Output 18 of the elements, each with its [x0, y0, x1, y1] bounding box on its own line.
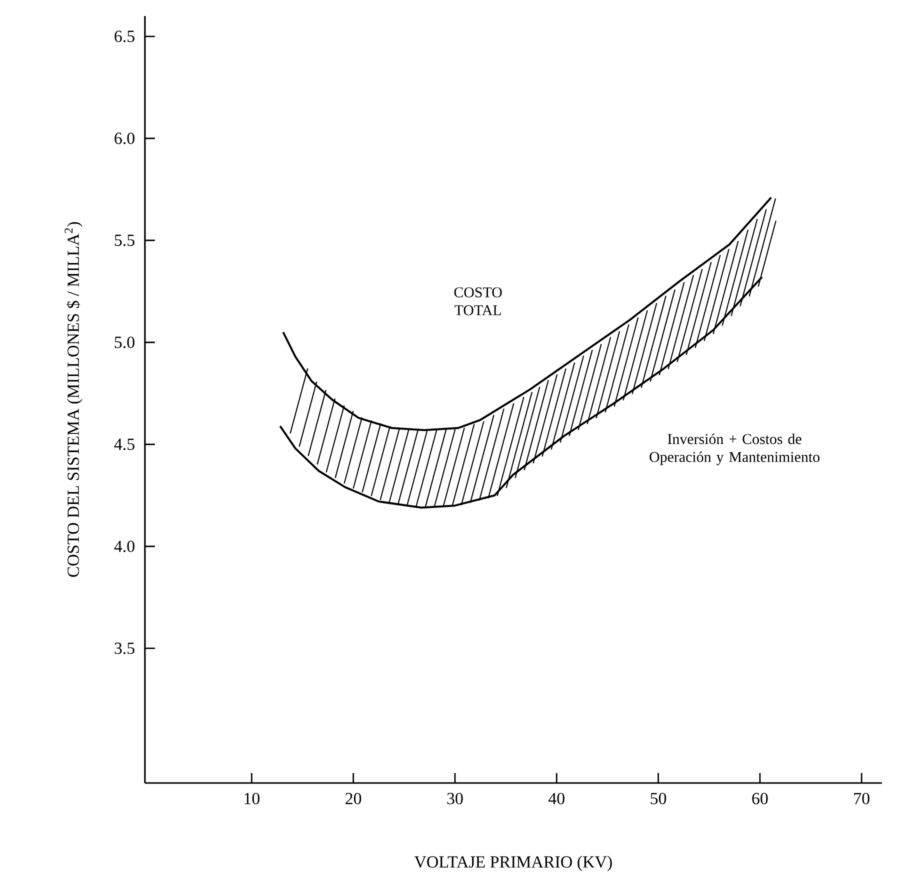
- y-tick-label: 4.0: [114, 540, 134, 552]
- y-tick-label: 4.5: [114, 438, 134, 450]
- annotation: Inversión + Costos de Operación y Mantenimiento: [650, 434, 820, 466]
- y-tick-label: 6.5: [114, 30, 134, 42]
- y-tick-label: 5.5: [114, 234, 134, 246]
- x-tick-label: 40: [548, 792, 564, 804]
- x-tick-label: 50: [650, 792, 666, 804]
- x-tick-label: 10: [244, 792, 260, 804]
- x-tick-label: 70: [854, 792, 870, 804]
- annotation: COSTO TOTAL: [454, 287, 502, 316]
- x-tick-label: 30: [447, 792, 463, 804]
- y-axis-title: COSTO DEL SISTEMA (MILLONES $ / MILLA$^{2}$): [64, 222, 82, 577]
- x-axis-title: VOLTAJE PRIMARIO (KV): [414, 856, 612, 872]
- x-tick-label: 60: [752, 792, 768, 804]
- y-tick-label: 6.0: [114, 132, 134, 144]
- y-tick-label: 5.0: [114, 336, 134, 348]
- x-tick-label: 20: [346, 792, 362, 804]
- y-tick-label: 3.5: [114, 642, 134, 654]
